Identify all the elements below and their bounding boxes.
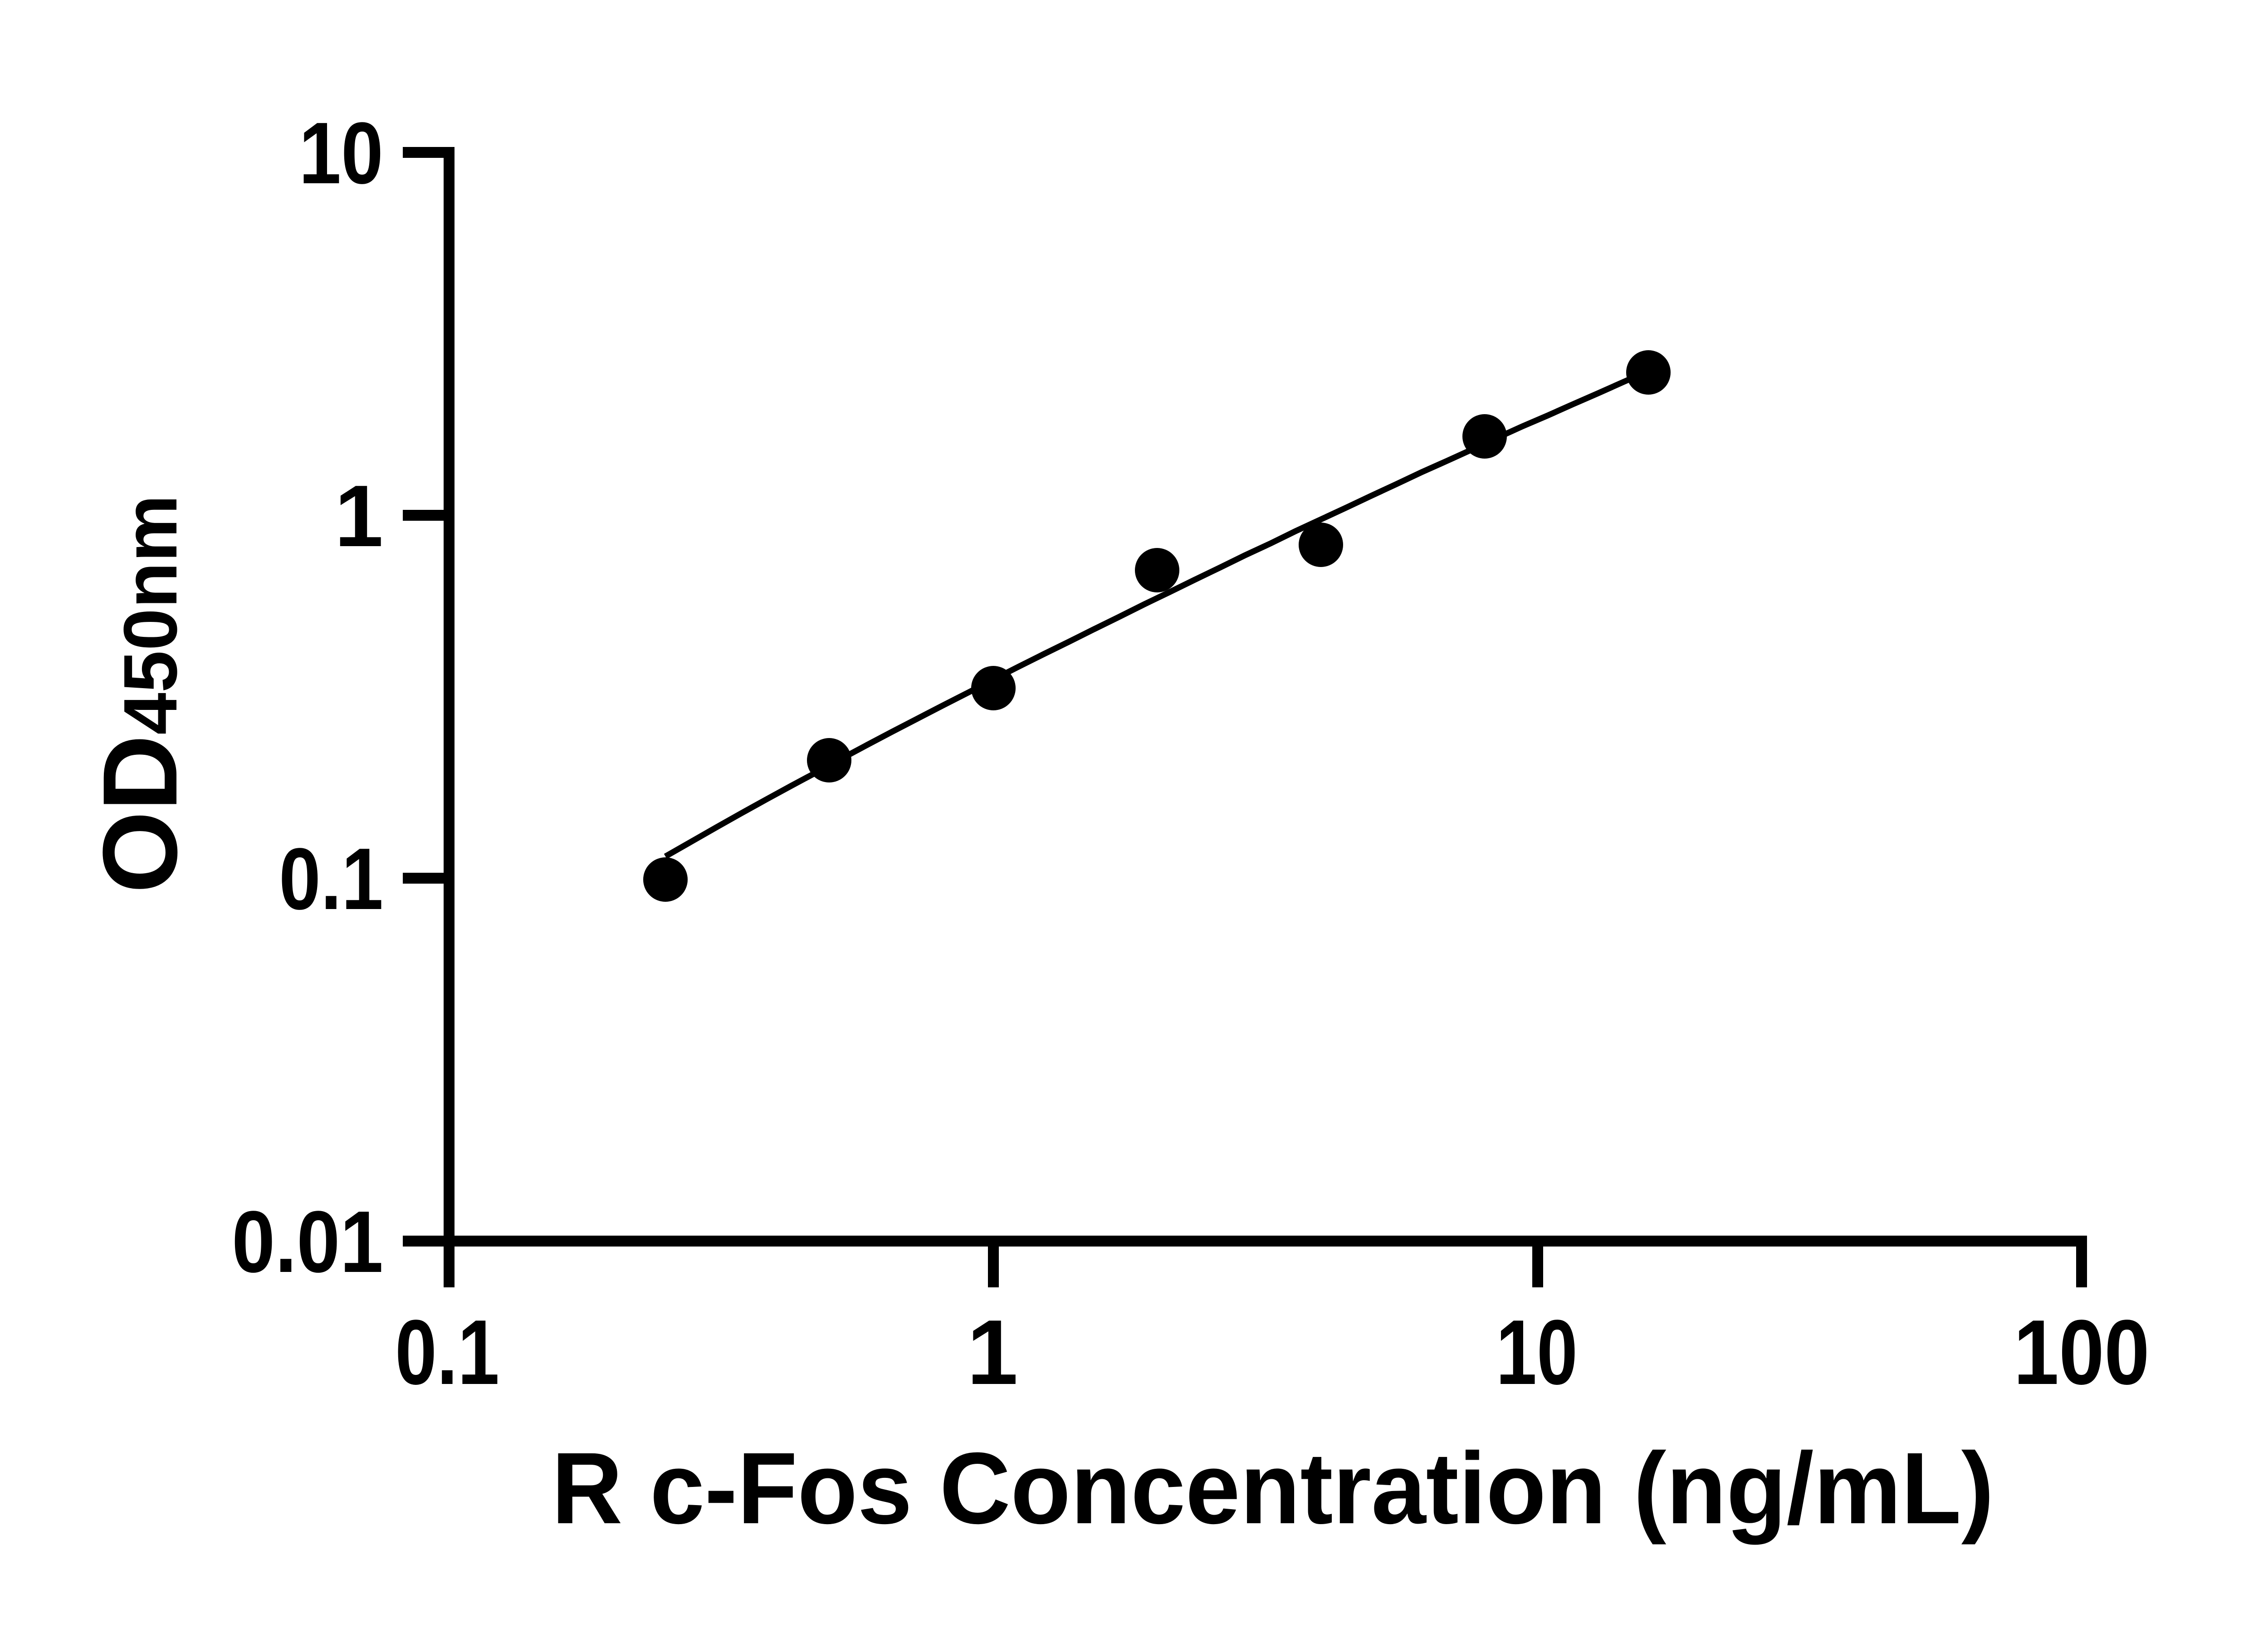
svg-text:OD450nm: OD450nm [81, 495, 199, 894]
svg-text:R c-Fos Concentration (ng/mL): R c-Fos Concentration (ng/mL) [552, 1432, 1994, 1545]
svg-text:1: 1 [967, 1301, 1018, 1404]
svg-text:10: 10 [1496, 1301, 1578, 1404]
svg-text:0.1: 0.1 [395, 1301, 499, 1404]
svg-text:1: 1 [335, 467, 383, 565]
svg-text:10: 10 [299, 104, 383, 202]
svg-text:0.1: 0.1 [279, 830, 383, 928]
svg-text:0.01: 0.01 [232, 1193, 383, 1291]
svg-text:100: 100 [2014, 1301, 2150, 1404]
